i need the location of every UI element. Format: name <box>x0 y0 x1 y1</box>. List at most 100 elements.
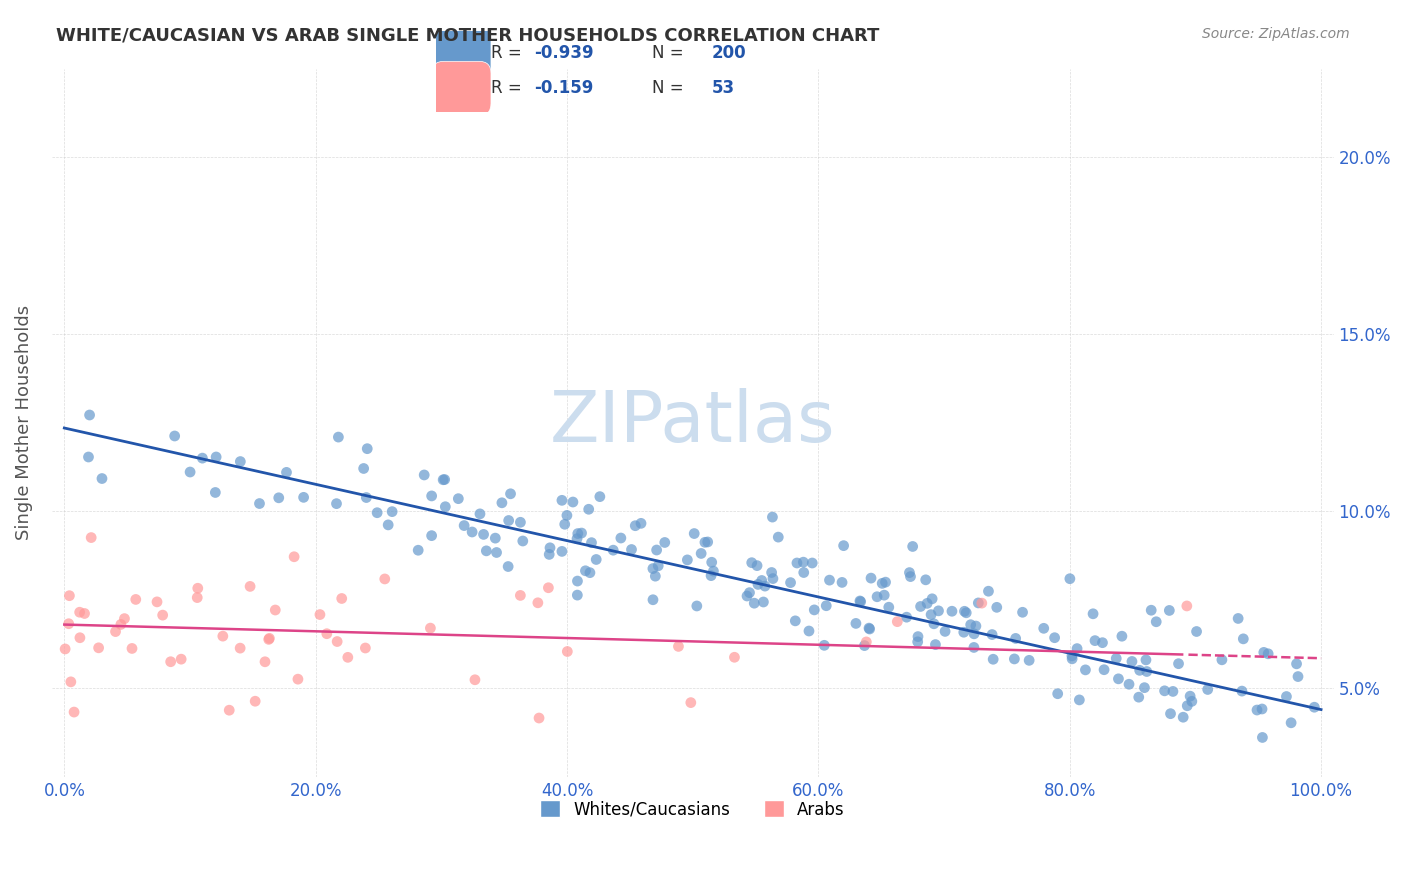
Point <box>538 548 561 562</box>
Point <box>527 596 550 610</box>
Point <box>1092 663 1115 677</box>
Point <box>567 588 589 602</box>
Y-axis label: Single Mother Households: Single Mother Households <box>15 305 32 541</box>
Point <box>1253 645 1275 659</box>
Point <box>813 638 835 652</box>
Point <box>602 543 624 558</box>
Point <box>849 595 872 609</box>
Point <box>1279 715 1302 730</box>
Point <box>762 572 785 586</box>
Point <box>953 604 976 618</box>
Point <box>831 575 853 590</box>
Point <box>1185 624 1208 639</box>
Point <box>125 592 148 607</box>
Point <box>554 517 576 532</box>
Point <box>1118 677 1140 691</box>
Point <box>80 531 103 545</box>
Point <box>69 605 91 619</box>
Point <box>468 507 491 521</box>
Point <box>654 535 676 549</box>
Point <box>683 526 706 541</box>
FancyBboxPatch shape <box>432 62 491 116</box>
Point <box>1121 655 1143 669</box>
Point <box>287 672 309 686</box>
Point <box>581 535 603 549</box>
Point <box>77 450 100 464</box>
Point <box>253 655 276 669</box>
Text: R =: R = <box>491 79 527 97</box>
Point <box>413 467 436 482</box>
Point <box>610 531 633 545</box>
Point <box>104 624 127 639</box>
Point <box>858 621 880 635</box>
Point <box>700 555 723 569</box>
Point <box>963 627 986 641</box>
Text: ZIPatlas: ZIPatlas <box>550 388 835 458</box>
Point <box>1178 689 1201 703</box>
Point <box>484 531 506 545</box>
Point <box>229 641 252 656</box>
Point <box>204 485 226 500</box>
Point <box>73 607 96 621</box>
Point <box>1167 657 1189 671</box>
Point <box>420 489 443 503</box>
Point <box>761 510 783 524</box>
Point <box>589 490 612 504</box>
Point <box>875 575 897 590</box>
Point <box>986 600 1008 615</box>
Point <box>877 600 900 615</box>
Point <box>641 592 664 607</box>
Point <box>927 604 949 618</box>
Point <box>738 585 761 599</box>
Point <box>218 703 240 717</box>
Legend: Whites/Caucasians, Arabs: Whites/Caucasians, Arabs <box>534 794 852 825</box>
Point <box>325 497 347 511</box>
Point <box>1303 700 1326 714</box>
Point <box>485 545 508 559</box>
Text: 200: 200 <box>711 45 747 62</box>
Point <box>475 544 498 558</box>
Point <box>1091 635 1114 649</box>
Point <box>63 705 86 719</box>
Point <box>257 632 280 647</box>
Point <box>211 629 233 643</box>
Point <box>249 497 271 511</box>
Point <box>959 617 981 632</box>
Point <box>967 596 990 610</box>
Point <box>1159 603 1181 617</box>
Point <box>855 635 877 649</box>
Point <box>567 574 589 588</box>
Point <box>574 564 596 578</box>
Point <box>1136 665 1159 679</box>
Point <box>898 566 921 580</box>
Point <box>1004 632 1026 646</box>
Point <box>420 529 443 543</box>
Point <box>679 696 702 710</box>
Point <box>690 546 713 560</box>
Point <box>676 553 699 567</box>
Point <box>761 566 783 580</box>
Point <box>537 581 560 595</box>
Point <box>896 610 918 624</box>
Point <box>1032 621 1054 635</box>
Point <box>735 589 758 603</box>
Point <box>315 626 337 640</box>
Point <box>693 535 716 549</box>
Text: 53: 53 <box>711 79 734 97</box>
Point <box>915 596 938 610</box>
Point <box>353 461 375 475</box>
Point <box>453 518 475 533</box>
Point <box>797 624 820 638</box>
Point <box>571 526 593 541</box>
Point <box>557 644 579 658</box>
Point <box>1069 693 1091 707</box>
Point <box>907 635 929 649</box>
Point <box>1144 615 1167 629</box>
Point <box>818 573 841 587</box>
Point <box>1227 611 1250 625</box>
Point <box>170 652 193 666</box>
Point <box>406 543 429 558</box>
Point <box>472 527 495 541</box>
Point <box>952 625 974 640</box>
Point <box>752 595 775 609</box>
